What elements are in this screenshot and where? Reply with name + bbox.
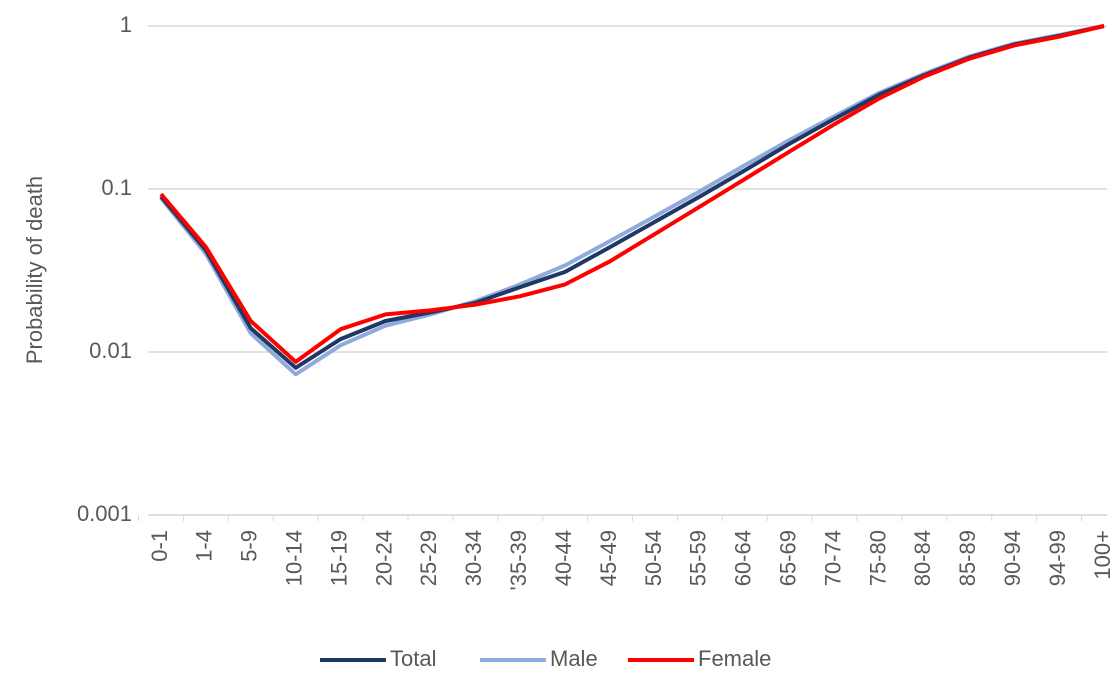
legend-label: Female	[698, 646, 771, 671]
legend-label: Total	[390, 646, 436, 671]
y-tick-label: 0.1	[101, 175, 132, 200]
x-tick-label: 25-29	[416, 530, 441, 586]
x-tick-label: 94-99	[1045, 530, 1070, 586]
x-tick-label: 5-9	[237, 530, 262, 562]
x-tick-label: 50-54	[641, 530, 666, 586]
y-tick-label: 0.001	[77, 501, 132, 526]
x-tick-label: 1-4	[192, 530, 217, 562]
y-tick-label: 0.01	[89, 338, 132, 363]
x-tick-label: 85-89	[955, 530, 980, 586]
x-tick-label: 20-24	[371, 530, 396, 586]
x-tick-label: 75-80	[865, 530, 890, 586]
x-tick-label: 55-59	[686, 530, 711, 586]
y-tick-label: 1	[120, 12, 132, 37]
series-line	[159, 24, 1105, 377]
series-line	[159, 24, 1105, 364]
y-axis-label: Probability of death	[22, 176, 47, 364]
series-line	[159, 24, 1105, 370]
x-tick-label: 90-94	[1000, 530, 1025, 586]
x-tick-label: 10-14	[282, 530, 307, 586]
x-tick-label: 0-1	[147, 530, 172, 562]
x-tick-label: 15-19	[326, 530, 351, 586]
x-tick-label: 60-64	[731, 530, 756, 586]
x-tick-label: 65-69	[775, 530, 800, 586]
x-tick-label: 40-44	[551, 530, 576, 586]
x-tick-label: 45-49	[596, 530, 621, 586]
x-tick-label: 80-84	[910, 530, 935, 586]
x-tick-label: '35-39	[506, 530, 531, 590]
legend-label: Male	[550, 646, 598, 671]
x-tick-label: 70-74	[820, 530, 845, 586]
x-tick-label: 30-34	[461, 530, 486, 586]
x-tick-label: 100+	[1090, 530, 1115, 580]
